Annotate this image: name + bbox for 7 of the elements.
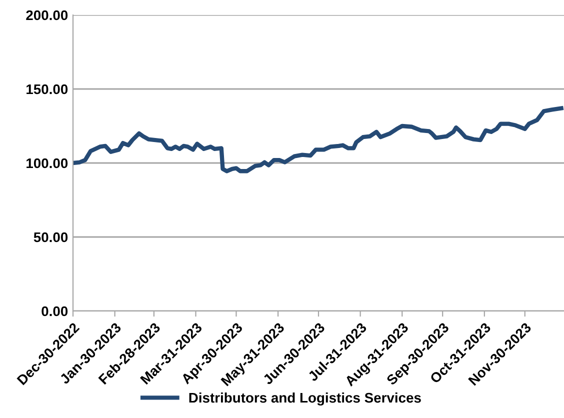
y-tick-label: 200.00 — [26, 10, 68, 20]
y-tick-label: 50.00 — [34, 232, 68, 242]
y-tick-label: 0.00 — [42, 306, 68, 316]
y-tick-label: 100.00 — [26, 158, 68, 168]
y-tick-label: 150.00 — [26, 84, 68, 94]
line-series — [73, 106, 564, 174]
legend-label: Distributors and Logistics Services — [189, 392, 421, 406]
